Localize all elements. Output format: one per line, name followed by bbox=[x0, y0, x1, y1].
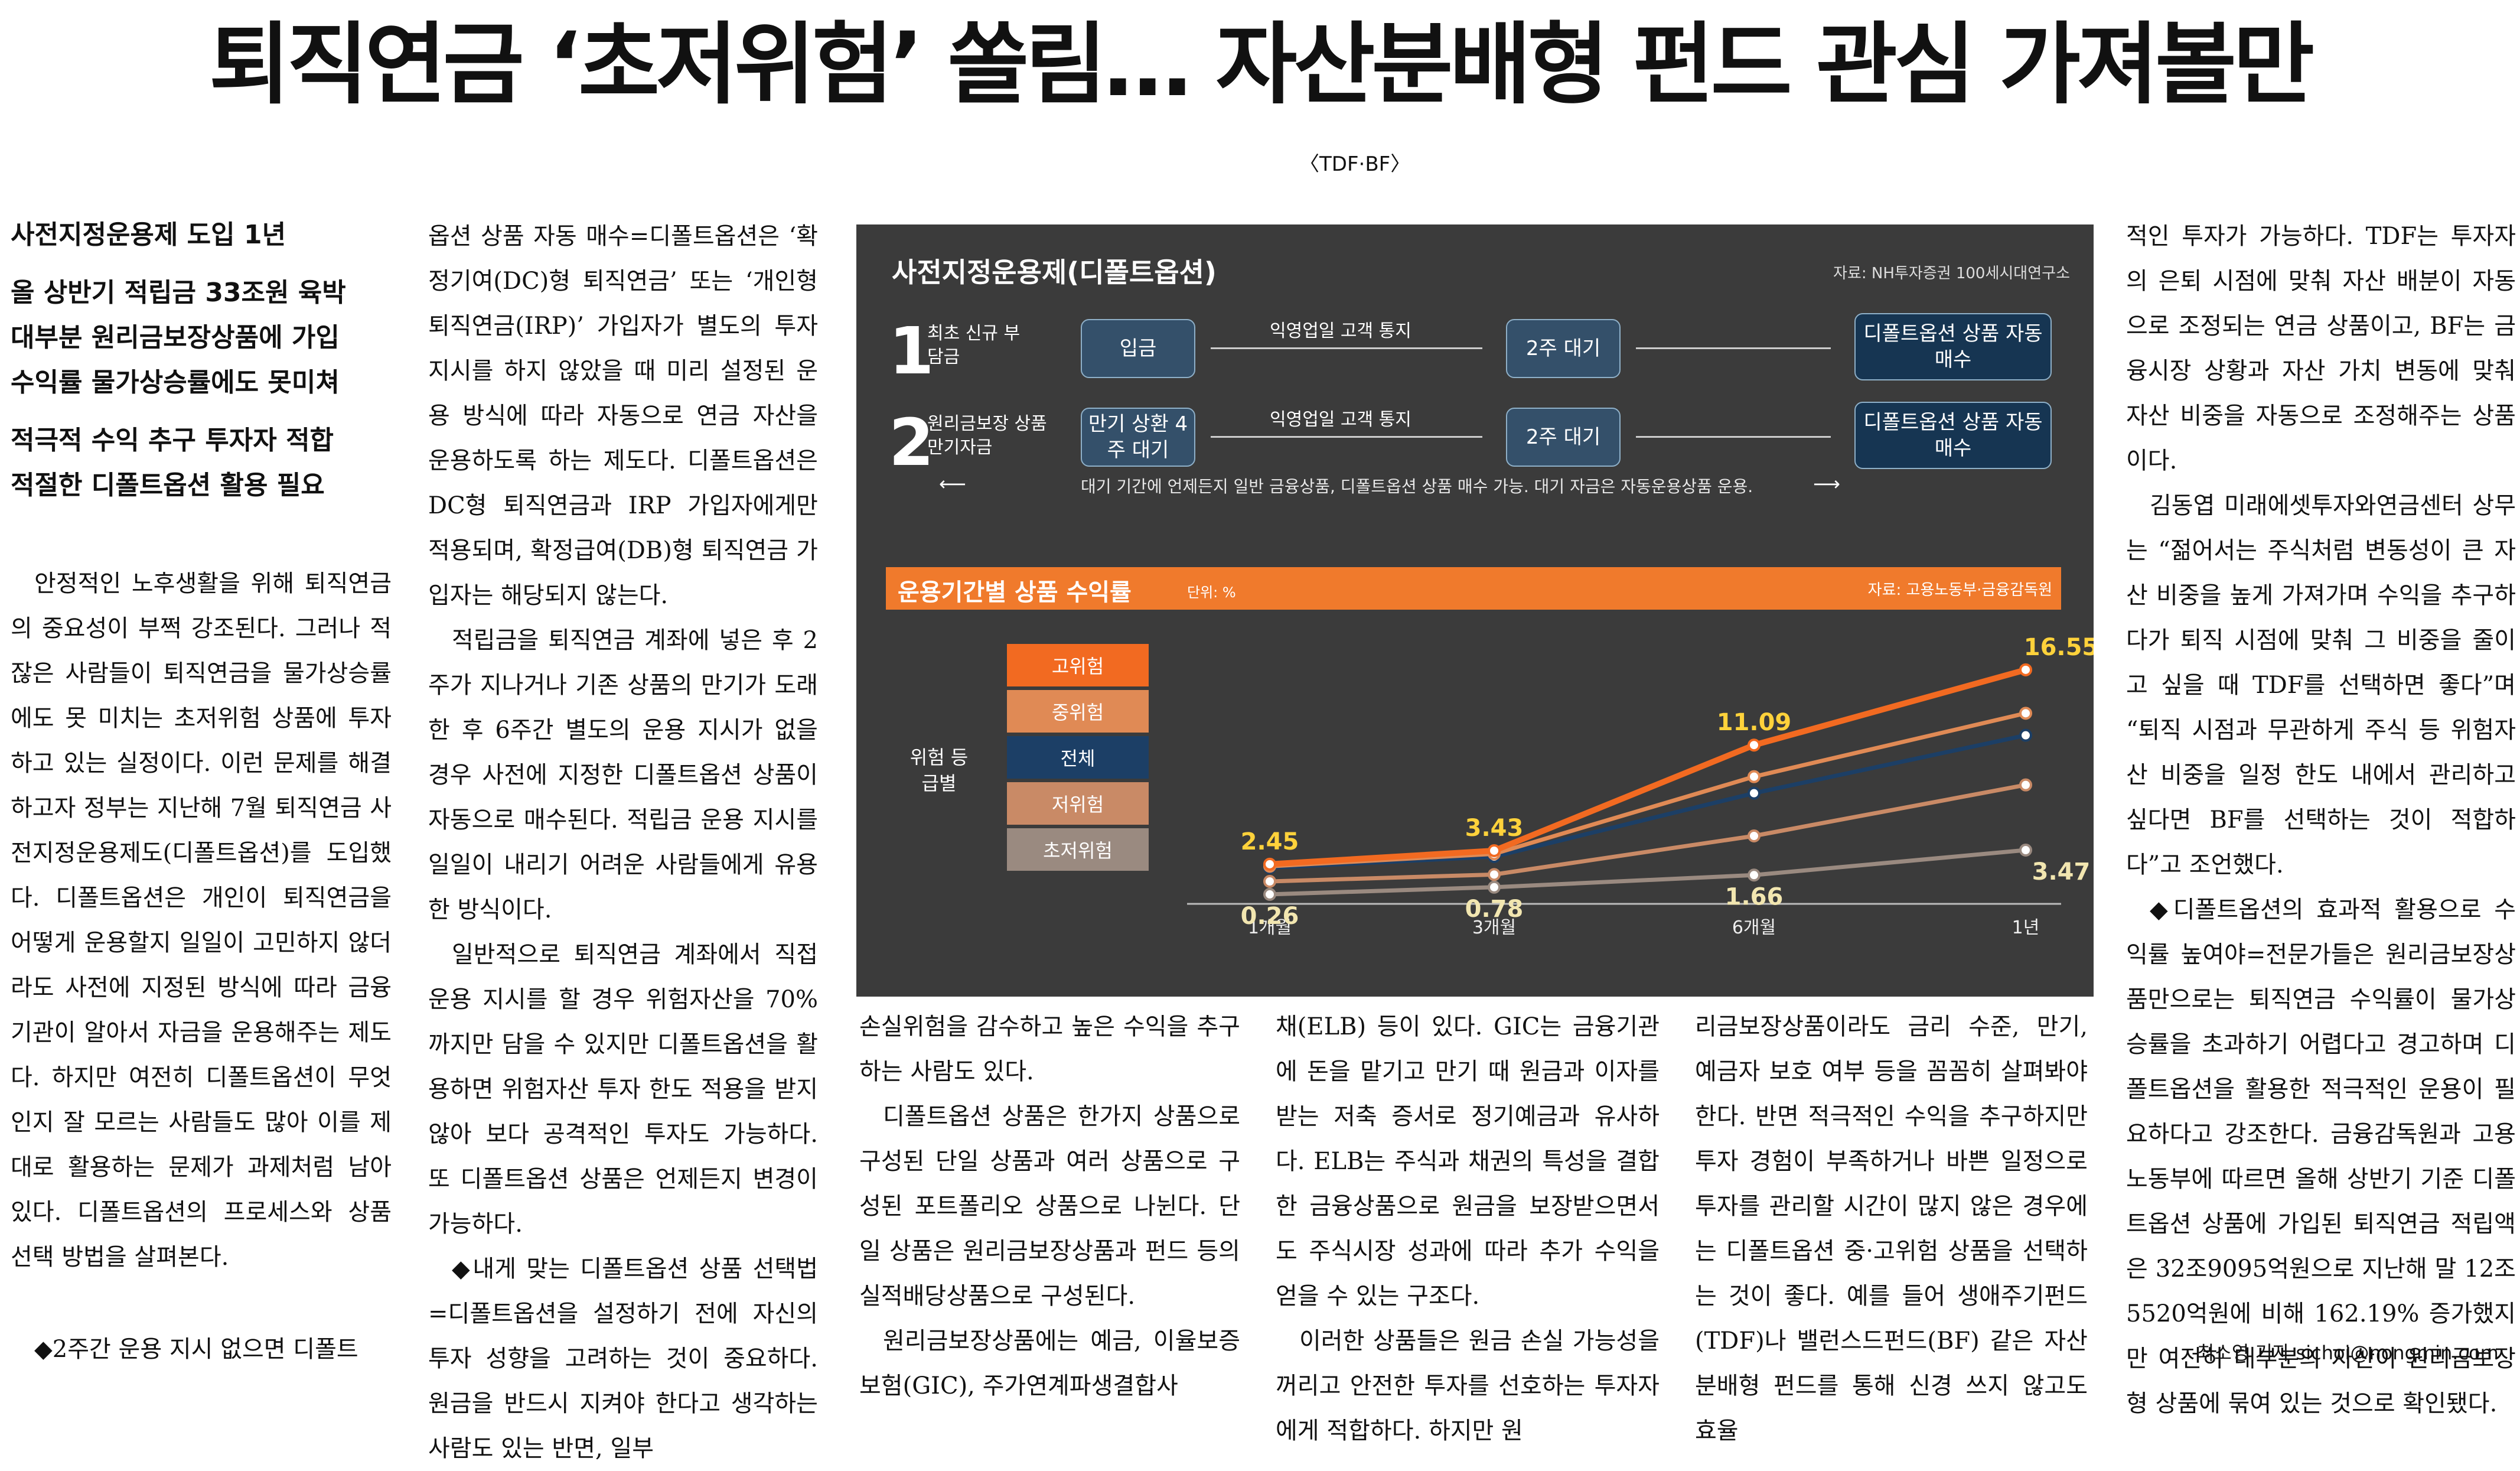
graphic-source: 자료: NH투자증권 100세시대연구소 bbox=[1833, 265, 2070, 282]
step-box: 디폴트옵션 상품 자동매수 bbox=[1854, 402, 2052, 469]
data-label: 3.47 bbox=[2032, 858, 2091, 886]
flow-arrow bbox=[1636, 436, 1831, 438]
data-point bbox=[2019, 707, 2032, 720]
article-column-3: 손실위험을 감수하고 높은 수익을 추구하는 사람도 있다. 디폴트옵션 상품은… bbox=[859, 1004, 1240, 1408]
section-heading: ◆2주간 운용 지시 없으면 디폴트 bbox=[34, 1336, 358, 1363]
data-point bbox=[2019, 778, 2032, 792]
data-point bbox=[1263, 857, 1276, 871]
data-point bbox=[2019, 728, 2032, 742]
series-line bbox=[1269, 667, 2027, 867]
paragraph: 이러한 상품들은 원금 손실 가능성을 꺼리고 안전한 투자를 선호하는 투자자… bbox=[1276, 1327, 1660, 1444]
data-point bbox=[1488, 880, 1501, 894]
row-label: 최초 신규 부담금 bbox=[927, 323, 1021, 367]
x-tick-label: 1개월 bbox=[1248, 917, 1292, 938]
data-point bbox=[1748, 786, 1761, 800]
row-label: 원리금보장 상품 만기자금 bbox=[927, 414, 1047, 458]
data-point bbox=[1488, 844, 1501, 857]
data-point bbox=[2019, 663, 2032, 676]
step-box: 2주 대기 bbox=[1506, 408, 1621, 467]
x-tick-label: 1년 bbox=[2012, 917, 2040, 938]
paragraph: 일반적으로 퇴직연금 계좌에서 직접 운용 지시를 할 경우 위험자산을 70%… bbox=[428, 941, 818, 1238]
data-point bbox=[1748, 738, 1761, 752]
legend-title: 위험 등급별 bbox=[909, 746, 969, 795]
series-line bbox=[1269, 733, 2026, 870]
data-point bbox=[1748, 829, 1761, 842]
paragraph: 적인 투자가 가능하다. TDF는 투자자의 은퇴 시점에 맞춰 자산 배분이 … bbox=[2126, 223, 2516, 474]
data-point bbox=[1263, 875, 1276, 888]
row-number: 2 bbox=[889, 405, 934, 480]
legend-mid-risk: 중위험 bbox=[1007, 690, 1149, 733]
article-column-1: 안정적인 노후생활을 위해 퇴직연금의 중요성이 부쩍 강조된다. 그러나 적잖… bbox=[11, 561, 392, 1372]
subhead: 적극적 수익 추구 투자자 적합 bbox=[11, 425, 334, 455]
tag: 〈TDF·BF〉 bbox=[1299, 152, 1411, 176]
subhead-block: 사전지정운용제 도입 1년 올 상반기 적립금 33조원 육박 대부분 원리금보… bbox=[11, 213, 389, 508]
subhead: 수익률 물가상승률에도 못미쳐 bbox=[11, 367, 340, 398]
flow-arrow bbox=[1211, 436, 1482, 438]
legend-ultra-low-risk: 초저위험 bbox=[1007, 828, 1149, 871]
step-notice: 익영업일 고객 통지 bbox=[1270, 321, 1411, 341]
headline: 퇴직연금 ‘초저위험’ 쏠림… 자산분배형 펀드 관심 가져볼만 bbox=[208, 14, 2314, 116]
line-chart: 1개월 3개월 6개월 1년 2.45 3.43 11.09 16.55 0.26 0.78 1.6… bbox=[1187, 634, 2094, 938]
chart-title: 운용기간별 상품 수익률 bbox=[898, 579, 1132, 606]
x-tick-label: 3개월 bbox=[1472, 917, 1516, 938]
legend-low-risk: 저위험 bbox=[1007, 782, 1149, 825]
subhead: 올 상반기 적립금 33조원 육박 bbox=[11, 278, 346, 308]
x-tick-label: 6개월 bbox=[1732, 917, 1776, 938]
chart-source: 자료: 고용노동부·금융감독원 bbox=[1867, 581, 2052, 599]
chart-unit: 단위: % bbox=[1187, 584, 1236, 601]
chart-header-bar bbox=[886, 567, 2061, 610]
byline: 최소영 기자 sichoi@nongmin.com bbox=[2197, 1342, 2499, 1364]
data-label: 2.45 bbox=[1241, 828, 1299, 855]
left-arrow-icon: ⟵ bbox=[939, 473, 966, 495]
infographic: 사전지정운용제(디폴트옵션) 자료: NH투자증권 100세시대연구소 1 최초… bbox=[856, 224, 2094, 997]
subhead: 대부분 원리금보장상품에 가입 bbox=[11, 323, 340, 353]
data-label: 0.26 bbox=[1241, 903, 1299, 930]
paragraph: 디폴트옵션 상품은 한가지 상품으로 구성된 단일 상품과 여러 상품으로 구성… bbox=[859, 1103, 1240, 1310]
subhead: 적절한 디폴트옵션 활용 필요 bbox=[11, 470, 325, 500]
data-label: 11.09 bbox=[1717, 709, 1792, 736]
data-point bbox=[1263, 887, 1276, 901]
data-point bbox=[1748, 868, 1761, 882]
paragraph: 리금보장상품이라도 금리 수준, 만기, 예금자 보호 여부 등을 꼼꼼히 살펴… bbox=[1695, 1013, 2088, 1444]
paragraph: ◆내게 맞는 디폴트옵션 상품 선택법=디폴트옵션을 설정하기 전에 자신의 투… bbox=[428, 1255, 818, 1462]
graphic-note: 대기 기간에 언제든지 일반 금융상품, 디폴트옵션 상품 매수 가능. 대기 … bbox=[1081, 477, 1753, 496]
data-label: 16.55 bbox=[2024, 634, 2094, 661]
legend-high-risk: 고위험 bbox=[1007, 644, 1149, 686]
flow-arrow bbox=[1636, 347, 1831, 349]
series-line bbox=[1269, 783, 2026, 884]
paragraph: 손실위험을 감수하고 높은 수익을 추구하는 사람도 있다. bbox=[859, 1013, 1240, 1085]
paragraph: 안정적인 노후생활을 위해 퇴직연금의 중요성이 부쩍 강조된다. 그러나 적잖… bbox=[11, 570, 392, 1271]
data-point bbox=[1748, 770, 1761, 783]
step-box: 입금 bbox=[1081, 319, 1195, 378]
article-column-4: 채(ELB) 등이 있다. GIC는 금융기관에 돈을 맡기고 만기 때 원금과… bbox=[1276, 1004, 1660, 1453]
step-box: 만기 상환 4주 대기 bbox=[1081, 408, 1195, 467]
step-box: 2주 대기 bbox=[1506, 319, 1621, 378]
legend-total: 전체 bbox=[1007, 736, 1149, 779]
article-column-2: 옵션 상품 자동 매수=디폴트옵션은 ‘확정기여(DC)형 퇴직연금’ 또는 ‘… bbox=[428, 214, 818, 1471]
series-line bbox=[1269, 848, 2026, 897]
paragraph: 적립금을 퇴직연금 계좌에 넣은 후 2주가 지나거나 기존 상품의 만기가 도… bbox=[428, 627, 818, 923]
subhead: 사전지정운용제 도입 1년 bbox=[11, 220, 286, 250]
row-number: 1 bbox=[889, 313, 934, 389]
graphic-title: 사전지정운용제(디폴트옵션) bbox=[892, 256, 1217, 288]
right-arrow-icon: ⟶ bbox=[1813, 473, 1840, 495]
data-point bbox=[2019, 844, 2032, 857]
data-label: 1.66 bbox=[1725, 883, 1784, 910]
step-box: 디폴트옵션 상품 자동매수 bbox=[1854, 313, 2052, 380]
data-label: 3.43 bbox=[1465, 815, 1524, 842]
data-point bbox=[1488, 868, 1501, 881]
flow-arrow bbox=[1211, 347, 1482, 349]
paragraph: 원리금보장상품에는 예금, 이율보증보험(GIC), 주가연계파생결합사 bbox=[859, 1327, 1240, 1400]
data-label: 0.78 bbox=[1465, 896, 1524, 923]
paragraph: 채(ELB) 등이 있다. GIC는 금융기관에 돈을 맡기고 만기 때 원금과… bbox=[1276, 1013, 1660, 1310]
article-column-6: 적인 투자가 가능하다. TDF는 투자자의 은퇴 시점에 맞춰 자산 배분이 … bbox=[2126, 214, 2516, 1426]
article-column-5: 리금보장상품이라도 금리 수준, 만기, 예금자 보호 여부 등을 꼼꼼히 살펴… bbox=[1695, 1004, 2088, 1453]
step-notice: 익영업일 고객 통지 bbox=[1270, 409, 1411, 430]
paragraph: 옵션 상품 자동 매수=디폴트옵션은 ‘확정기여(DC)형 퇴직연금’ 또는 ‘… bbox=[428, 223, 818, 609]
paragraph: 김동엽 미래에셋투자와연금센터 상무는 “젊어서는 주식처럼 변동성이 큰 자산… bbox=[2126, 492, 2516, 878]
